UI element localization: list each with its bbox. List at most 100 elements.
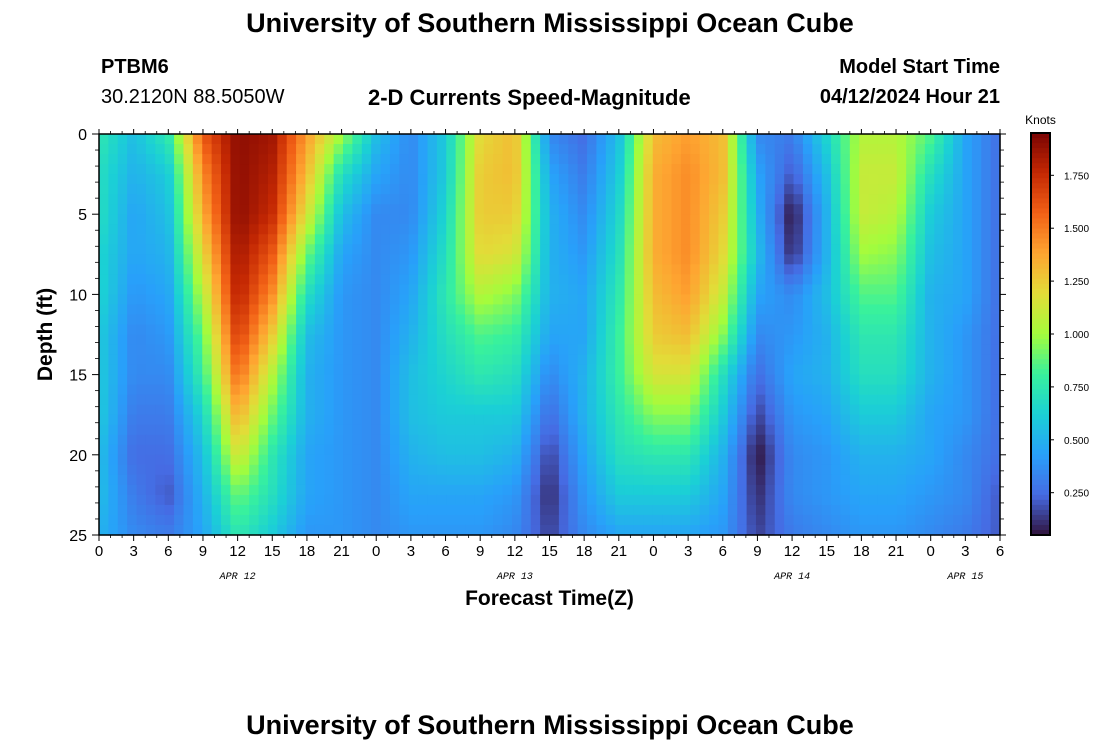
heatmap-cell [352, 424, 363, 436]
colorbar-swatch [1031, 349, 1050, 355]
heatmap-cell [840, 464, 851, 476]
heatmap-cell [155, 374, 166, 386]
heatmap-cell [465, 464, 476, 476]
heatmap-cell [953, 134, 964, 145]
heatmap-cell [483, 154, 494, 165]
heatmap-cell [605, 334, 616, 346]
heatmap-cell [511, 304, 522, 316]
heatmap-cell [962, 484, 973, 496]
heatmap-cell [558, 424, 569, 436]
heatmap-cell [934, 314, 945, 326]
heatmap-cell [221, 354, 231, 366]
heatmap-cell [446, 414, 457, 426]
heatmap-cell [474, 154, 485, 165]
heatmap-cell [962, 134, 973, 145]
heatmap-cell [624, 394, 635, 406]
heatmap-cell [202, 384, 213, 396]
heatmap-cell [192, 414, 203, 426]
heatmap-cell [305, 524, 316, 536]
heatmap-cell [521, 254, 532, 265]
heatmap-cell [155, 434, 166, 446]
heatmap-cell [314, 494, 325, 506]
heatmap-cell [540, 224, 551, 235]
heatmap-cell [633, 484, 644, 496]
heatmap-cell [521, 334, 532, 346]
heatmap-cell [483, 164, 494, 175]
heatmap-cell [221, 224, 231, 235]
colorbar-swatch [1031, 168, 1050, 174]
heatmap-cell [887, 284, 898, 296]
heatmap-cell [230, 404, 241, 416]
heatmap-cell [906, 414, 917, 426]
heatmap-cell [333, 254, 344, 265]
heatmap-cell [361, 294, 372, 306]
heatmap-cell [389, 164, 400, 175]
heatmap-cell [155, 274, 166, 285]
heatmap-cell [174, 474, 185, 486]
heatmap-cell [896, 274, 907, 285]
heatmap-cell [690, 264, 701, 275]
heatmap-cell [587, 324, 598, 336]
heatmap-cell [671, 384, 682, 396]
heatmap-cell [436, 294, 447, 306]
heatmap-cell [633, 494, 644, 506]
heatmap-cell [277, 244, 288, 255]
heatmap-cell [849, 504, 860, 516]
heatmap-cell [737, 204, 748, 215]
heatmap-cell [624, 464, 635, 476]
heatmap-cell [831, 414, 842, 426]
heatmap-cell [896, 204, 907, 215]
heatmap-cell [239, 474, 250, 486]
heatmap-cell [99, 234, 109, 245]
heatmap-cell [155, 454, 166, 466]
colorbar-swatch [1031, 414, 1050, 421]
heatmap-cell [249, 444, 260, 456]
heatmap-cell [962, 274, 973, 285]
heatmap-cell [596, 194, 607, 205]
heatmap-cell [680, 184, 691, 195]
heatmap-cell [99, 514, 109, 526]
heatmap-cell [230, 284, 241, 296]
heatmap-cell [868, 364, 879, 376]
heatmap-cell [877, 284, 888, 296]
heatmap-cell [981, 234, 992, 245]
heatmap-cell [718, 524, 729, 536]
heatmap-cell [896, 234, 907, 245]
y-tick-label: 15 [69, 368, 87, 385]
heatmap-cell [990, 384, 1001, 396]
heatmap-cell [615, 394, 626, 406]
heatmap-cell [793, 504, 804, 516]
heatmap-cell [587, 314, 598, 326]
heatmap-cell [821, 264, 832, 275]
heatmap-cell [934, 154, 945, 165]
heatmap-cell [568, 324, 579, 336]
heatmap-cell [521, 514, 532, 526]
heatmap-cell [709, 314, 720, 326]
heatmap-cell [267, 234, 278, 245]
heatmap-cell [145, 274, 156, 285]
heatmap-cell [774, 274, 785, 285]
heatmap-cell [671, 144, 682, 155]
heatmap-cell [521, 214, 532, 225]
heatmap-cell [99, 284, 109, 296]
heatmap-cell [211, 404, 222, 416]
heatmap-cell [127, 324, 138, 336]
heatmap-cell [802, 274, 813, 285]
heatmap-cell [305, 324, 316, 336]
colorbar-swatch [1031, 163, 1050, 169]
heatmap-cell [737, 354, 748, 366]
heatmap-cell [577, 164, 588, 175]
heatmap-cell [117, 344, 128, 356]
heatmap-cell [155, 364, 166, 376]
heatmap-cell [352, 444, 363, 456]
heatmap-cell [896, 144, 907, 155]
heatmap-cell [174, 134, 185, 145]
heatmap-cell [596, 214, 607, 225]
heatmap-cell [821, 194, 832, 205]
heatmap-cell [502, 384, 513, 396]
heatmap-cell [887, 264, 898, 275]
heatmap-cell [587, 244, 598, 255]
heatmap-cell [643, 424, 654, 436]
heatmap-cell [643, 234, 654, 245]
heatmap-cell [436, 354, 447, 366]
